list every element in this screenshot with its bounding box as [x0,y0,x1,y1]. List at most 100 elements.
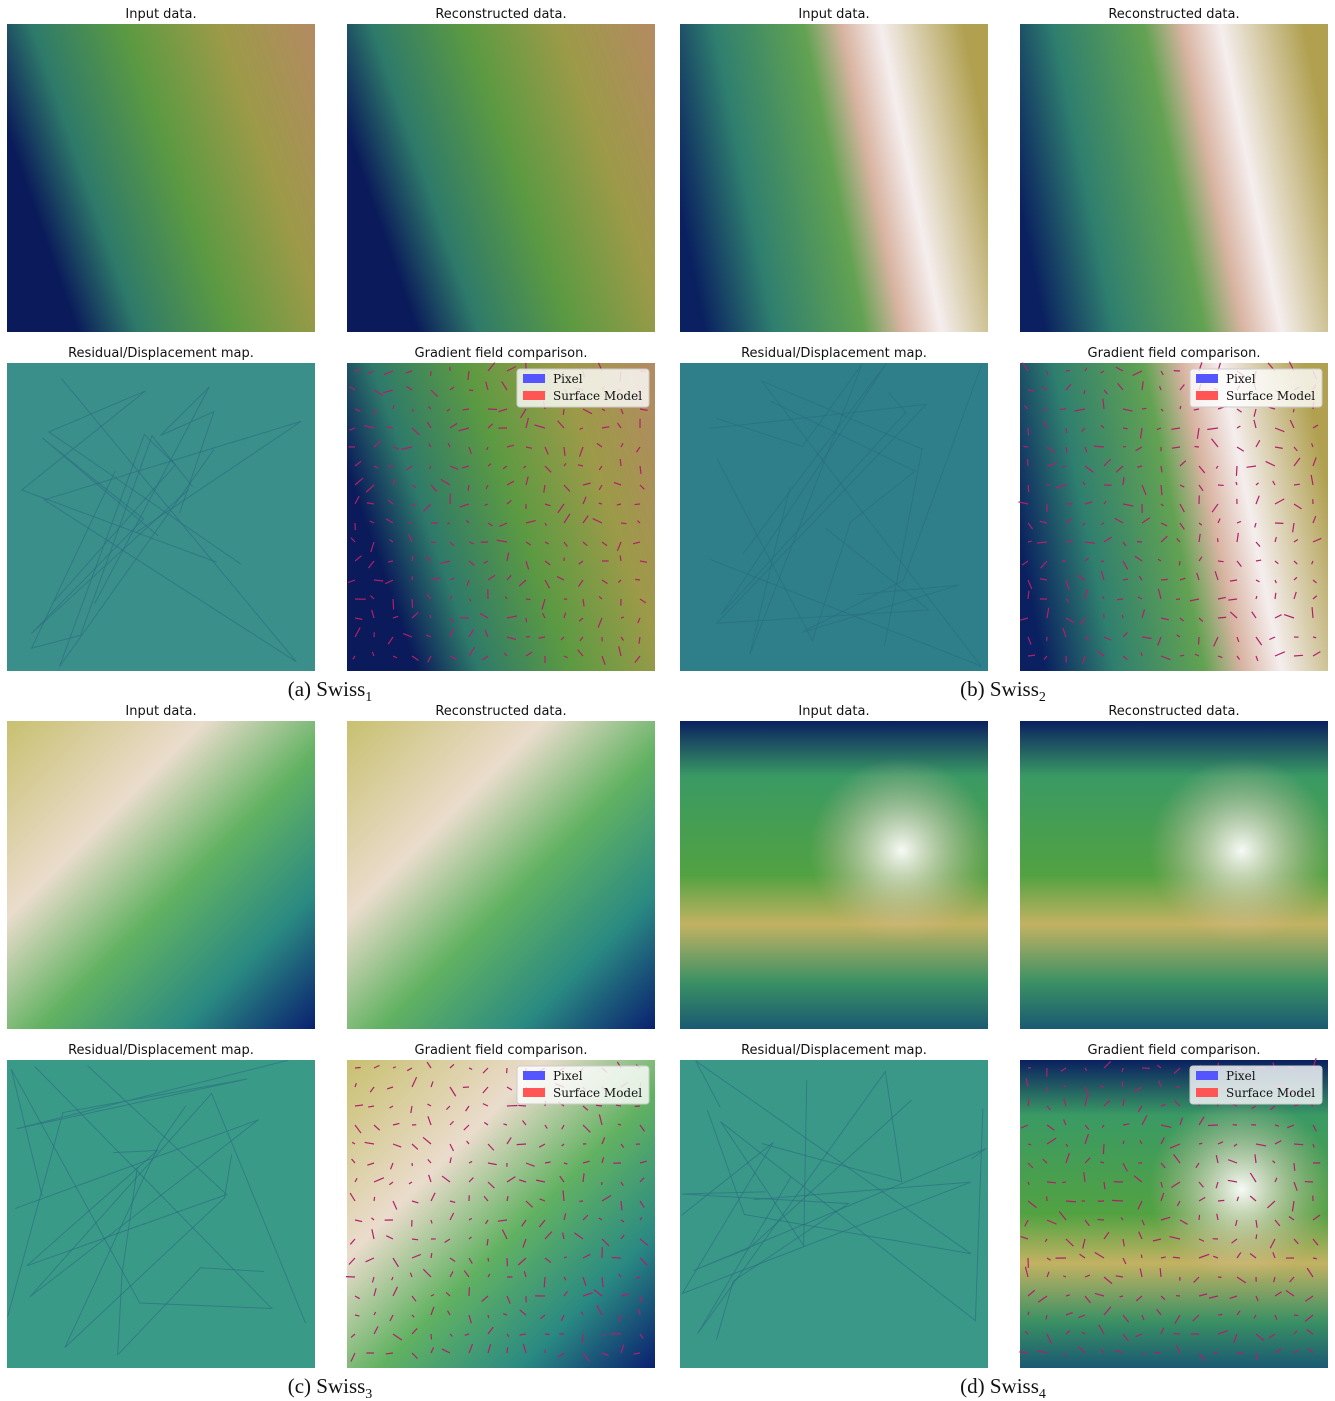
gradient-arrow [517,1144,526,1145]
legend-patch [523,374,545,383]
caption-subscript: 2 [1039,690,1046,705]
gradient-arrow [1180,406,1181,409]
gradient-arrow [447,523,450,524]
gradient-arrow [1141,1255,1142,1258]
gradient-arrow [1161,579,1168,580]
terrain-highlight [680,721,988,1029]
gradient-arrow [374,409,375,414]
terrain-image [7,721,315,1029]
gradient-arrow [488,1315,489,1318]
gradient-arrow [621,523,626,524]
panel-caption: (a) Swiss1 [288,677,373,705]
gradient-arrow [1313,1258,1317,1259]
gradient-arrow [1047,371,1048,375]
gradient-arrow [1293,409,1294,412]
gradient-arrow [1028,485,1029,492]
gradient-arrow [1294,1315,1298,1316]
legend-label: Surface Model [1226,1086,1315,1100]
legend-label: Surface Model [1226,389,1315,403]
subplot-title: Input data. [125,704,196,719]
terrain-image [680,24,988,332]
caption-label: (c) [288,1374,311,1398]
residual-map [7,363,315,671]
gradient-arrow [1117,599,1123,600]
caption-name: Swiss [316,1374,365,1398]
subplot-title: Input data. [125,7,196,22]
gradient-arrow [620,459,621,466]
gradient-arrow [1028,1312,1029,1315]
gradient-arrow [1218,1200,1224,1201]
gradient-arrow [412,599,413,608]
caption-label: (d) [960,1374,985,1398]
legend-label: Pixel [1226,372,1256,386]
gradient-arrow [563,409,564,415]
gradient-arrow [1066,370,1070,371]
terrain-image [347,721,655,1029]
legend-label: Pixel [1226,1069,1256,1083]
gradient-arrow [431,1253,432,1258]
gradient-arrow [412,1239,418,1240]
panel-caption: (b) Swiss2 [960,677,1046,705]
legend-label: Surface Model [553,1086,642,1100]
gradient-arrow [1103,1144,1104,1154]
gradient-arrow [1294,1144,1303,1145]
panel-caption: (d) Swiss4 [960,1374,1046,1401]
gradient-arrow [1313,637,1316,638]
legend-patch [523,1071,545,1080]
gradient-arrow [1180,655,1184,656]
caption-subscript: 4 [1039,1387,1046,1401]
subplot-title: Gradient field comparison. [415,1043,588,1058]
gradient-arrow [1237,1353,1243,1354]
gradient-arrow [544,1277,545,1287]
residual-map [7,1060,315,1368]
subplot-title: Gradient field comparison. [1088,1043,1261,1058]
gradient-arrow [526,599,530,600]
gradient-arrow [1154,1352,1161,1353]
subplot-title: Input data. [798,704,869,719]
subplot-title: Gradient field comparison. [1088,346,1261,361]
residual-map [680,363,988,671]
gradient-arrow [507,1105,517,1106]
gradient-arrow [1028,1144,1031,1145]
gradient-arrow [1066,1201,1076,1202]
gradient-arrow [526,618,527,622]
gradient-arrow [1123,428,1128,429]
gradient-arrow [355,1067,361,1068]
terrain-image [347,363,655,671]
gradient-arrow [1173,1257,1180,1258]
gradient-arrow [518,1105,526,1106]
subplot-title: Gradient field comparison. [415,346,588,361]
gradient-arrow [1027,459,1028,466]
caption-name: Swiss [316,677,365,701]
caption-label: (a) [288,677,311,701]
gradient-arrow [635,504,640,505]
gradient-arrow [1122,1082,1123,1087]
gradient-arrow [374,1197,375,1201]
gradient-arrow [1120,1296,1123,1297]
legend-patch [1196,374,1218,383]
terrain-image [1020,24,1328,332]
gradient-arrow [1218,561,1224,562]
gradient-arrow [507,1347,508,1353]
caption-name: Swiss [990,677,1039,701]
subplot-title: Input data. [798,7,869,22]
subplot-title: Reconstructed data. [1108,704,1239,719]
gradient-arrow [1218,1314,1222,1315]
gradient-arrow [1023,446,1028,447]
gradient-arrow [488,1258,489,1261]
caption-subscript: 3 [365,1387,372,1401]
gradient-arrow [1256,1234,1257,1239]
legend-patch [1196,1071,1218,1080]
subplot-title: Residual/Displacement map. [68,346,254,361]
terrain-image [1020,363,1328,671]
legend-patch [1196,391,1218,400]
legend-label: Surface Model [553,389,642,403]
terrain-image [7,24,315,332]
gradient-arrow [1236,466,1237,476]
caption-name: Swiss [990,1374,1039,1398]
legend-label: Pixel [553,1069,583,1083]
gradient-arrow [618,1124,621,1125]
gradient-arrow [1179,561,1180,565]
terrain-image [347,24,655,332]
gradient-arrow [1218,617,1226,618]
